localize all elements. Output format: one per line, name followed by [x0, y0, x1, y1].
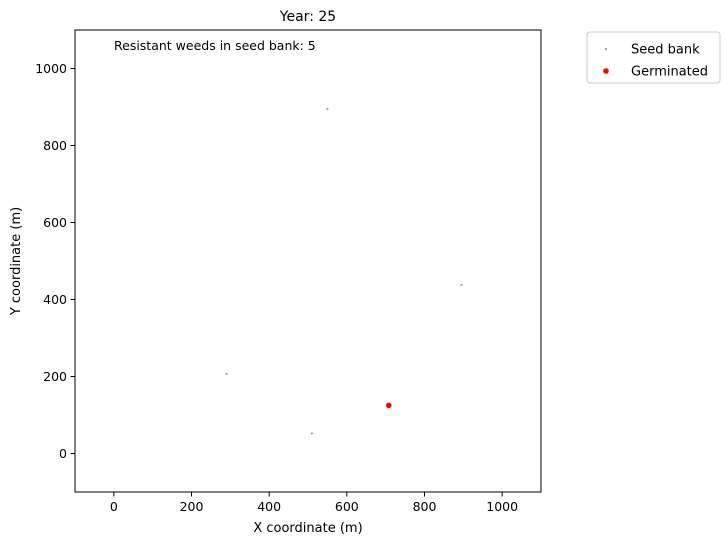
legend-marker-germinated	[603, 68, 609, 74]
x-tick-label: 400	[257, 499, 281, 514]
x-tick-label: 1000	[486, 499, 518, 514]
legend: Seed bank Germinated	[586, 31, 721, 84]
legend-label-germinated: Germinated	[631, 65, 708, 80]
y-axis-label: Y coordinate (m)	[9, 207, 24, 316]
points-layer	[225, 107, 463, 435]
legend-label-seed-bank: Seed bank	[631, 43, 700, 58]
germinated-point	[385, 402, 392, 409]
seed-bank-annotation: Resistant weeds in seed bank: 5	[114, 38, 316, 53]
y-tick-label: 200	[43, 369, 67, 384]
x-tick-label: 600	[335, 499, 359, 514]
x-tick-label: 800	[413, 499, 437, 514]
y-tick-label: 800	[43, 138, 67, 153]
plot-frame	[74, 29, 542, 493]
plot-area: Resistant weeds in seed bank: 5	[74, 29, 542, 493]
y-tick-label: 400	[43, 292, 67, 307]
x-axis-label: X coordinate (m)	[253, 521, 362, 536]
y-tick-label: 0	[59, 446, 67, 461]
chart-title: Year: 25	[279, 9, 336, 25]
legend-marker-seed-bank	[604, 47, 608, 51]
x-tick-label: 0	[110, 499, 118, 514]
seed-bank-point	[310, 432, 313, 435]
legend-frame	[586, 31, 721, 84]
x-tick-label: 200	[180, 499, 204, 514]
x-axis-ticks: 0 200 400 600 800 1000	[110, 492, 518, 514]
seed-bank-point	[460, 283, 463, 286]
y-tick-label: 600	[43, 215, 67, 230]
seed-bank-point	[225, 372, 228, 375]
y-tick-label: 1000	[35, 61, 67, 76]
y-axis-ticks: 0 200 400 600 800 1000	[35, 61, 75, 461]
seed-bank-point	[326, 107, 329, 111]
